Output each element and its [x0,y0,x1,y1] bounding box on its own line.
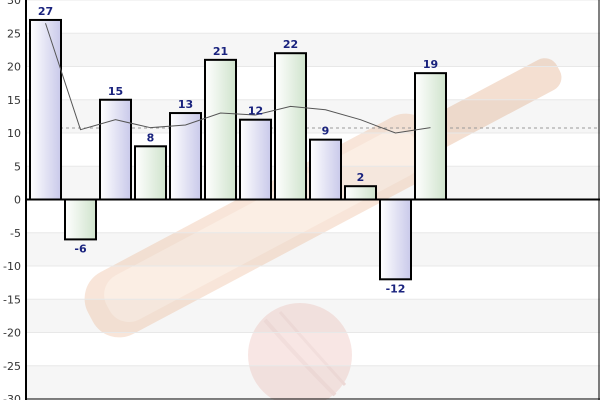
data-label: 8 [147,131,155,144]
bar [309,138,342,201]
y-tick-label: -15 [3,293,21,306]
bar [414,72,447,201]
y-tick-label: -25 [3,360,21,373]
y-tick-label: 15 [7,94,21,107]
bar [169,112,202,201]
bar [344,185,377,201]
data-label: 12 [248,105,263,118]
data-label: 15 [108,85,123,98]
background-band [26,33,600,67]
data-labels: 27 -6 15 8 13 21 12 22 9 2 -12 19 [38,5,438,295]
data-label: -6 [74,242,87,255]
background-band [26,365,600,399]
data-label: 21 [213,45,228,58]
y-tick-label: 30 [7,0,21,7]
data-label: -12 [386,282,406,295]
y-tick-label: 20 [7,61,21,74]
y-tick-label: 0 [14,194,21,207]
bar [134,145,167,201]
ball-watermark-icon [248,303,352,404]
bar [239,118,272,201]
y-tick-label: -5 [10,227,21,240]
y-tick-label: 25 [7,27,21,40]
y-tick-label: -10 [3,260,21,273]
bar [379,198,412,281]
y-tick-label: -20 [3,327,21,340]
bar [64,198,97,241]
bar [29,18,62,201]
trend-polyline [45,23,431,134]
background-band [26,232,600,266]
background-band [26,299,600,333]
trend-line [45,23,431,134]
y-tick-label: -30 [3,393,21,400]
data-label: 13 [178,98,193,111]
y-tick-label: 10 [7,127,21,140]
bar [274,52,307,201]
axes: -30 -25 -20 -15 -10 -5 0 5 10 15 20 25 30 [3,0,600,404]
bar [204,58,237,201]
data-label: 2 [357,171,365,184]
bar [99,98,132,201]
y-tick-label: 5 [14,160,21,173]
data-label: 19 [423,58,438,71]
data-label: 9 [322,125,330,138]
data-label: 27 [38,5,53,18]
watermark [84,58,562,404]
data-label: 22 [283,38,298,51]
